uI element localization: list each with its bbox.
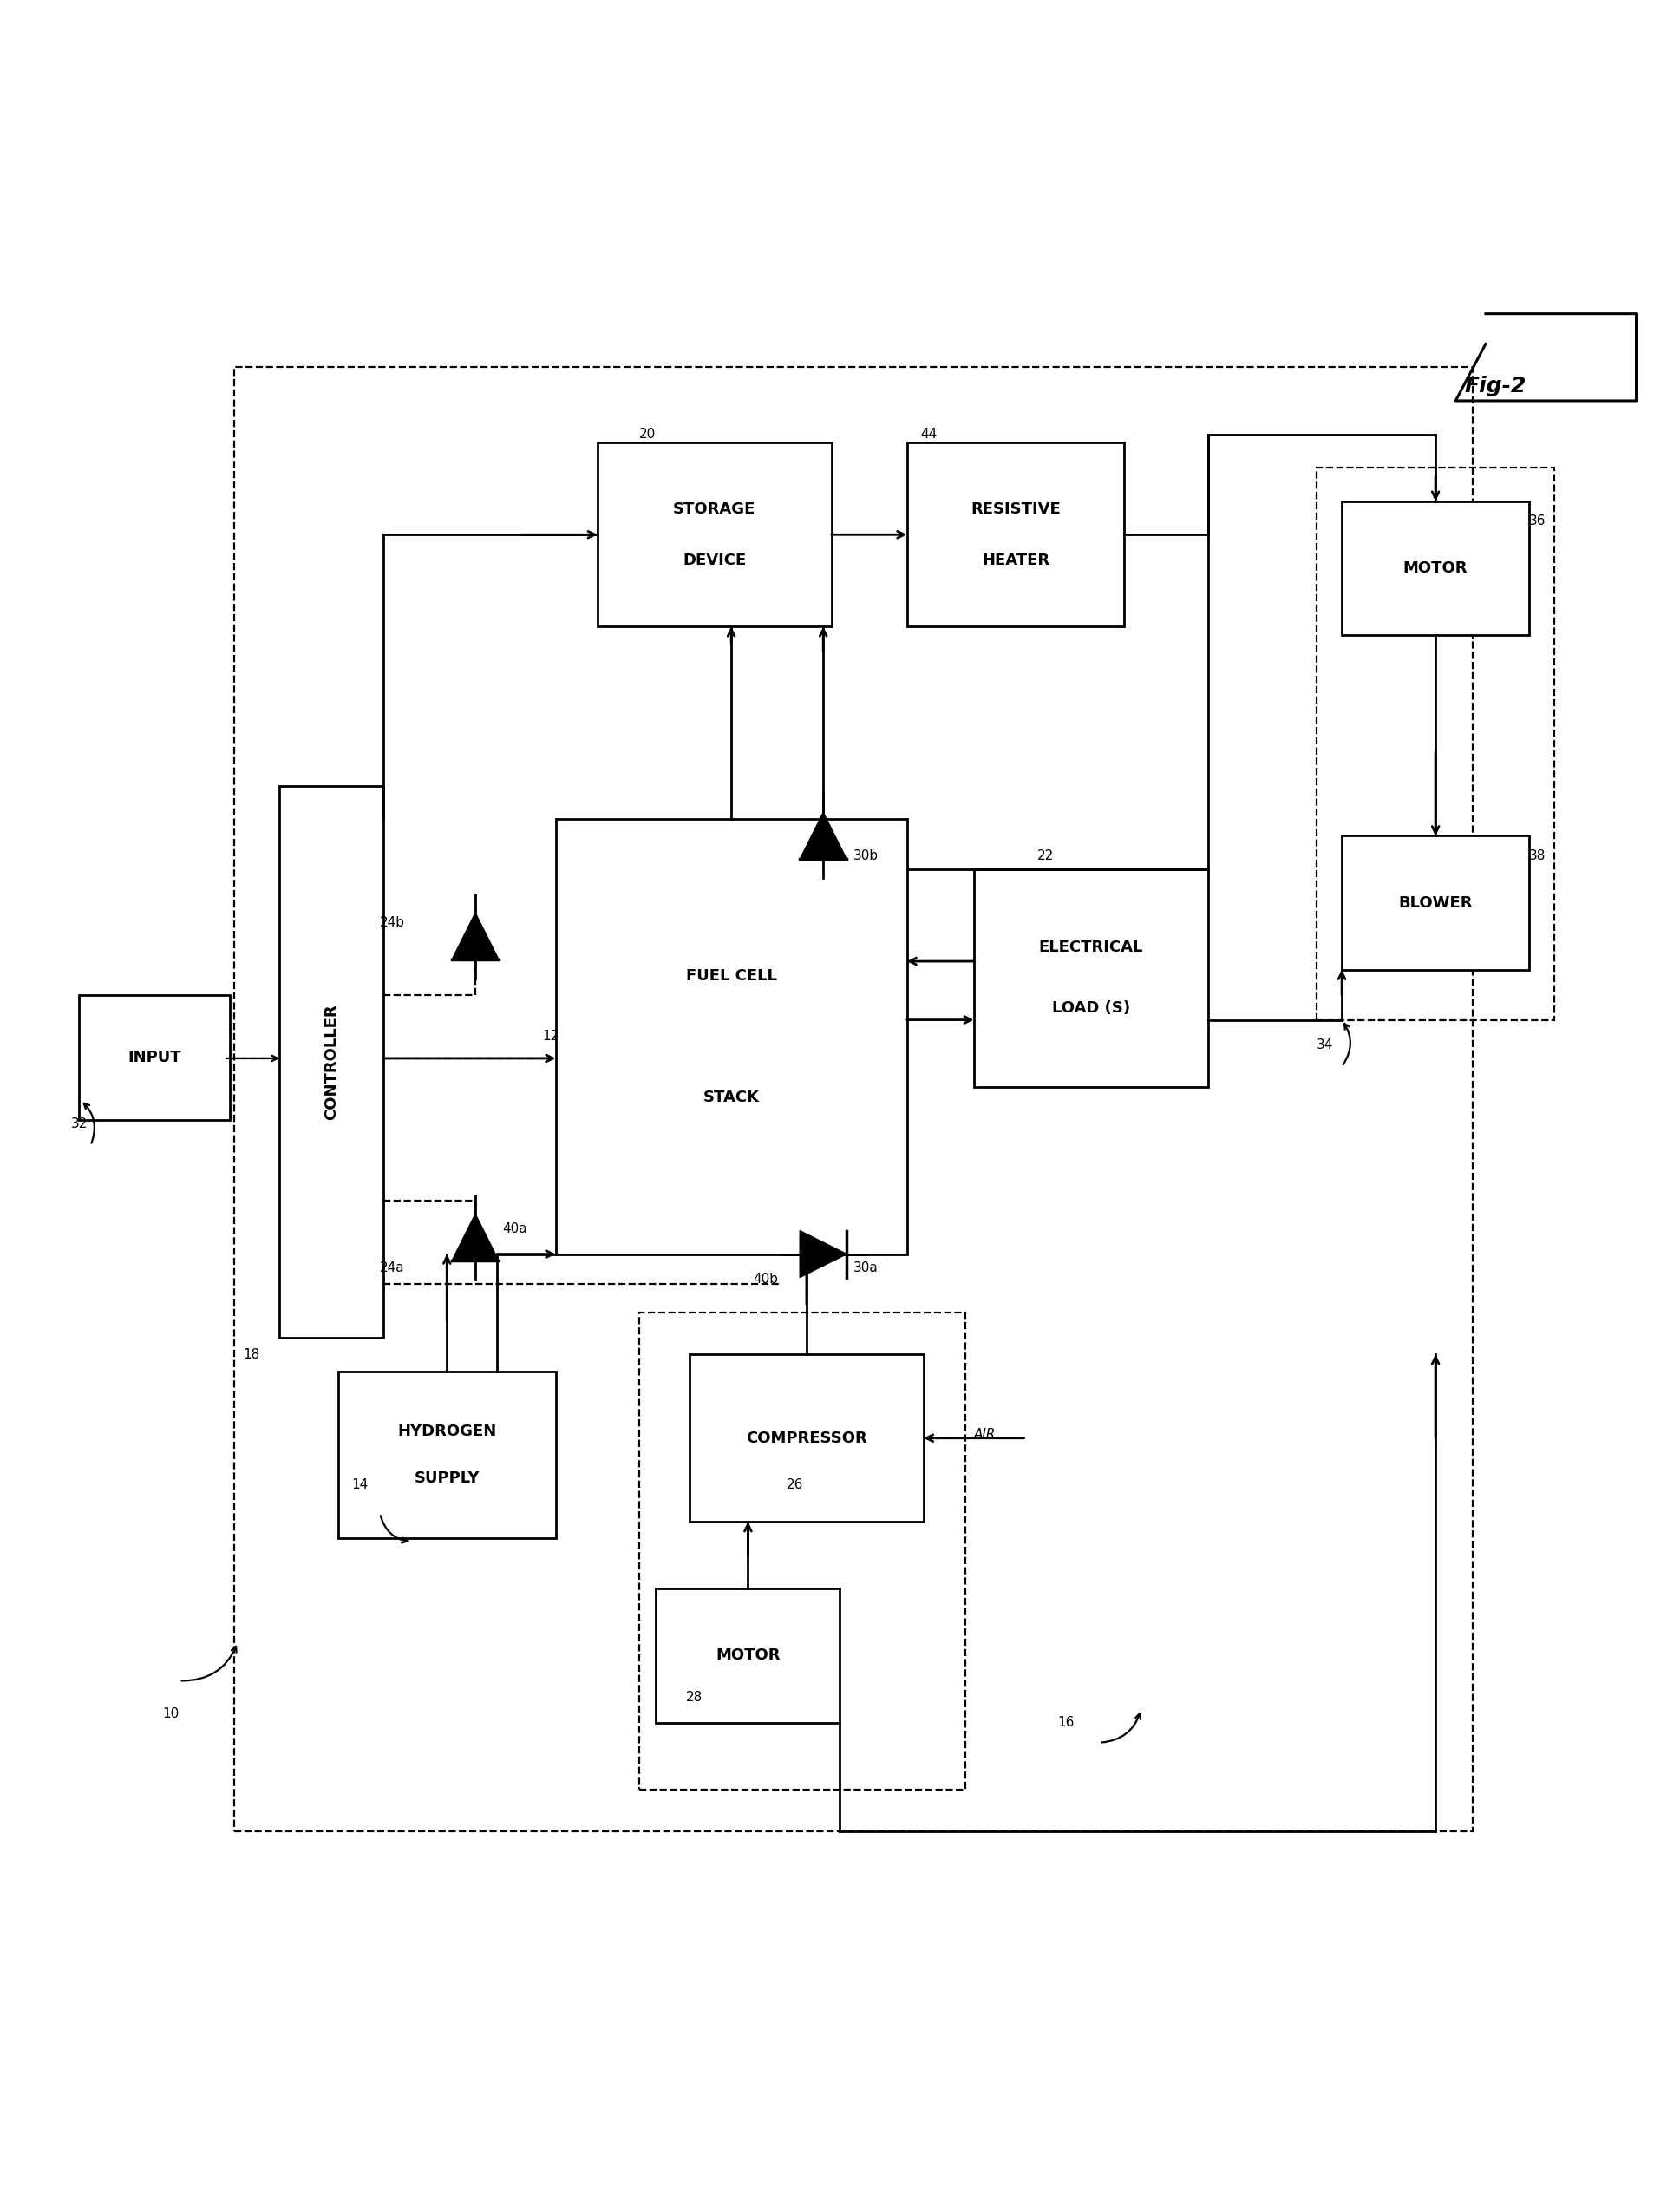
FancyBboxPatch shape xyxy=(79,995,230,1121)
Text: LOAD (S): LOAD (S) xyxy=(1052,1000,1131,1015)
Text: 32: 32 xyxy=(71,1117,87,1130)
Text: INPUT: INPUT xyxy=(128,1051,181,1066)
FancyBboxPatch shape xyxy=(655,1589,840,1724)
Polygon shape xyxy=(800,1232,847,1278)
Text: FUEL CELL: FUEL CELL xyxy=(685,969,776,984)
Polygon shape xyxy=(452,914,499,960)
Text: STORAGE: STORAGE xyxy=(674,501,756,516)
Text: AIR: AIR xyxy=(974,1428,996,1441)
Text: 40b: 40b xyxy=(753,1273,778,1287)
FancyBboxPatch shape xyxy=(1342,501,1529,636)
Text: 30a: 30a xyxy=(853,1260,879,1273)
Text: 12: 12 xyxy=(543,1031,559,1044)
Text: BLOWER: BLOWER xyxy=(1398,894,1473,911)
Text: RESISTIVE: RESISTIVE xyxy=(971,501,1060,516)
FancyBboxPatch shape xyxy=(556,819,907,1254)
Text: MOTOR: MOTOR xyxy=(716,1649,780,1664)
Text: 30b: 30b xyxy=(853,850,879,863)
Text: CONTROLLER: CONTROLLER xyxy=(324,1004,339,1119)
Text: 24b: 24b xyxy=(380,916,405,929)
Text: Fig-2: Fig-2 xyxy=(1465,375,1527,395)
Text: 16: 16 xyxy=(1057,1717,1074,1728)
FancyBboxPatch shape xyxy=(598,444,832,627)
Text: HEATER: HEATER xyxy=(981,552,1050,567)
Text: HYDROGEN: HYDROGEN xyxy=(398,1424,497,1439)
FancyBboxPatch shape xyxy=(907,444,1124,627)
Polygon shape xyxy=(800,812,847,859)
Text: STACK: STACK xyxy=(704,1090,759,1106)
Text: SUPPLY: SUPPLY xyxy=(415,1470,479,1485)
Text: DEVICE: DEVICE xyxy=(682,552,746,567)
Text: 44: 44 xyxy=(921,428,937,441)
Text: 20: 20 xyxy=(640,428,655,441)
Text: 34: 34 xyxy=(1317,1039,1334,1051)
FancyBboxPatch shape xyxy=(974,870,1208,1086)
Text: 24a: 24a xyxy=(380,1260,405,1273)
FancyBboxPatch shape xyxy=(279,786,383,1337)
Text: 10: 10 xyxy=(163,1708,180,1721)
Text: 38: 38 xyxy=(1529,850,1546,863)
Text: 28: 28 xyxy=(685,1691,702,1704)
FancyBboxPatch shape xyxy=(338,1371,556,1538)
Text: 40a: 40a xyxy=(502,1223,528,1236)
Text: 18: 18 xyxy=(244,1348,259,1362)
Polygon shape xyxy=(452,1214,499,1260)
FancyBboxPatch shape xyxy=(1342,836,1529,969)
Text: 36: 36 xyxy=(1529,514,1546,527)
Text: 14: 14 xyxy=(351,1479,368,1492)
FancyBboxPatch shape xyxy=(689,1355,924,1523)
Text: ELECTRICAL: ELECTRICAL xyxy=(1038,940,1142,956)
Text: 26: 26 xyxy=(786,1479,803,1492)
Text: COMPRESSOR: COMPRESSOR xyxy=(746,1430,867,1446)
Text: 22: 22 xyxy=(1037,850,1053,863)
Text: MOTOR: MOTOR xyxy=(1403,561,1468,576)
